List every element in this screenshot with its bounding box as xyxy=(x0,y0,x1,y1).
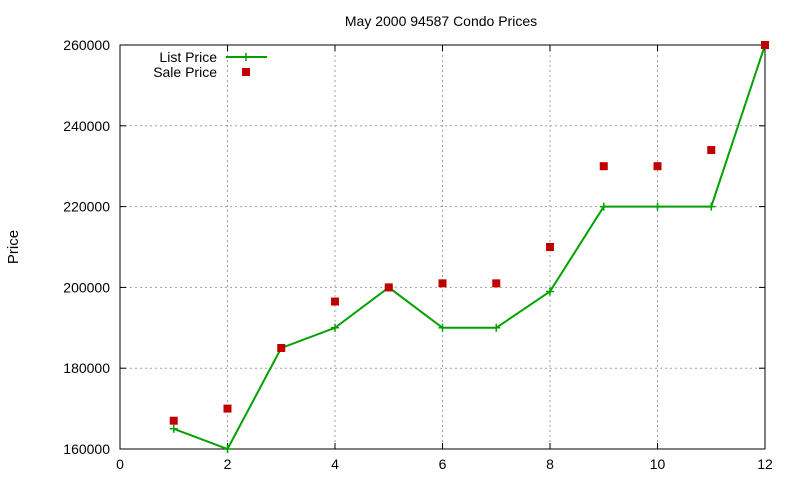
list-price-point xyxy=(492,323,501,332)
legend-marker-list-price xyxy=(242,53,250,61)
list-price-line xyxy=(173,44,766,451)
list-price-point xyxy=(169,424,178,433)
sale-price-point xyxy=(761,41,769,49)
x-tick-label: 4 xyxy=(331,456,339,472)
sale-price-point xyxy=(599,162,608,171)
list-price-point xyxy=(438,323,447,332)
y-axis-tick-labels: 160000 180000 200000 220000 240000 260000 xyxy=(63,37,110,457)
x-tick-label: 12 xyxy=(757,456,773,472)
chart-title: May 2000 94587 Condo Prices xyxy=(345,13,537,29)
sale-price-point xyxy=(331,297,339,306)
x-tick-label: 8 xyxy=(546,456,554,472)
y-tick-label: 180000 xyxy=(63,360,110,376)
list-price-point xyxy=(331,323,339,332)
sale-price-point xyxy=(277,344,286,352)
series-1 xyxy=(169,41,769,425)
x-tick-label: 2 xyxy=(224,456,232,472)
sale-price-point xyxy=(492,279,501,288)
y-axis-title: Price xyxy=(5,230,22,264)
y-tick-label: 260000 xyxy=(63,37,110,53)
list-price-point xyxy=(223,445,232,453)
list-price-point xyxy=(707,202,716,211)
y-tick-label: 240000 xyxy=(63,118,110,134)
x-tick-label: 10 xyxy=(650,456,666,472)
y-tick-label: 220000 xyxy=(63,199,110,215)
series xyxy=(169,41,769,453)
sale-price-point xyxy=(223,404,232,413)
y-tick-label: 200000 xyxy=(63,279,110,295)
sale-price-point xyxy=(653,162,662,171)
x-tick-label: 0 xyxy=(116,456,124,472)
axis-ticks xyxy=(119,44,766,450)
list-price-point xyxy=(546,287,554,296)
list-price-point xyxy=(599,202,608,211)
x-tick-label: 6 xyxy=(439,456,447,472)
y-tick-label: 160000 xyxy=(63,441,110,457)
sale-price-point xyxy=(384,283,393,292)
series-0 xyxy=(169,41,769,453)
sale-price-point xyxy=(438,279,447,288)
x-axis-tick-labels: 0 2 4 6 8 10 12 xyxy=(116,456,773,472)
sale-price-point xyxy=(546,243,554,251)
legend-label-sale-price: Sale Price xyxy=(153,64,217,80)
legend-label-list-price: List Price xyxy=(159,49,217,65)
sale-price-point xyxy=(707,146,716,155)
grid-lines xyxy=(120,45,765,449)
sale-price-point xyxy=(169,416,178,425)
list-price-point xyxy=(653,202,662,211)
legend-marker-sale-price xyxy=(242,68,250,76)
